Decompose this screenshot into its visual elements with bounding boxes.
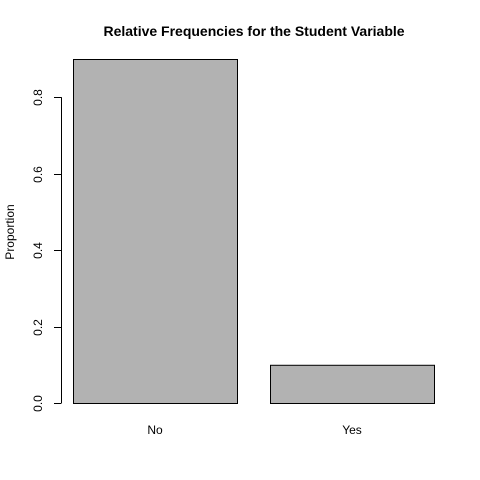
y-tick-label: 0.2 (31, 319, 45, 336)
y-tick-label: 0.4 (31, 242, 45, 259)
y-axis: 0.0 0.2 0.4 0.6 0.8 (31, 89, 62, 412)
x-tick-label-yes: Yes (342, 423, 362, 437)
y-tick-label: 0.0 (31, 395, 45, 412)
y-tick-label: 0.8 (31, 89, 45, 106)
bar-no (73, 59, 238, 404)
x-tick-label-no: No (147, 423, 163, 437)
y-tick-label: 0.6 (31, 166, 45, 183)
bars-group (73, 59, 435, 404)
x-axis-labels: No Yes (147, 423, 361, 437)
chart-title: Relative Frequencies for the Student Var… (103, 23, 404, 39)
bar-yes (270, 364, 435, 404)
y-axis-label: Proportion (3, 204, 17, 259)
